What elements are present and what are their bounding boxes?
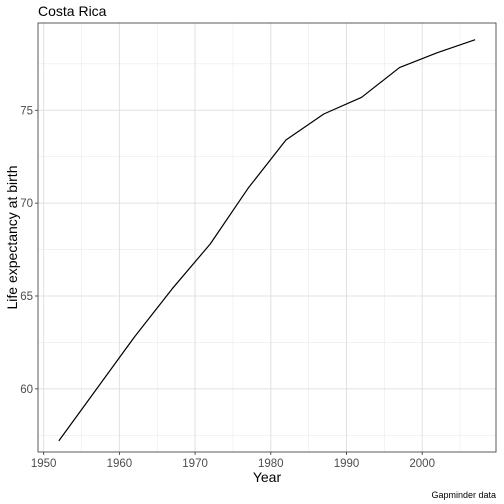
x-tick-label: 2000 [409,458,435,470]
panel-border [37,22,497,453]
x-axis-title: Year [253,469,282,485]
minor-gridlines [38,23,496,452]
y-tick-label: 60 [20,384,33,396]
y-tick-label: 75 [20,105,33,117]
x-axis: 1950 1960 1970 1980 1990 2000 [31,452,435,470]
x-tick-label: 1990 [334,458,360,470]
caption: Gapminder data [431,490,496,500]
series-layer [58,39,476,442]
chart-title: Costa Rica [38,3,107,19]
x-tick-label: 1960 [107,458,133,470]
y-axis: 60 65 70 75 [20,105,38,396]
x-tick-label: 1980 [258,458,284,470]
y-tick-label: 65 [20,291,33,303]
x-tick-label: 1970 [182,458,208,470]
y-tick-label: 70 [20,198,33,210]
major-gridlines [38,23,496,452]
x-tick-label: 1950 [31,458,57,470]
y-axis-title: Life expectancy at birth [4,166,20,310]
series-line [58,39,476,442]
